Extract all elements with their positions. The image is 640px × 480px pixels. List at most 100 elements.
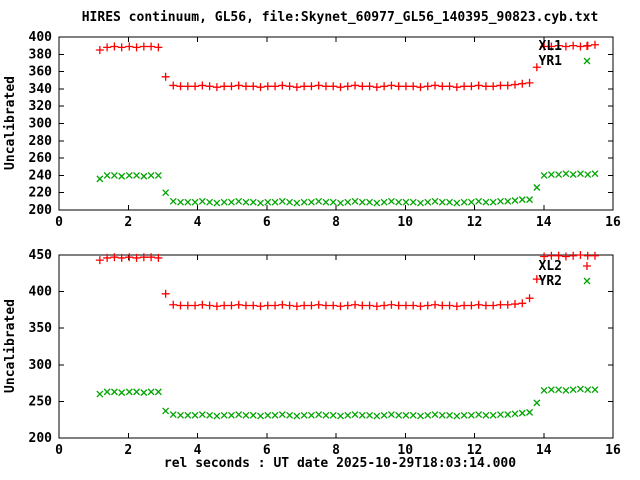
data-point-marker [343,82,352,91]
data-point-marker [329,82,338,91]
data-point-marker [162,189,170,197]
data-point-marker [394,82,403,91]
data-point-marker [395,411,403,419]
data-point-marker [584,386,592,394]
legend-marker-icon [583,42,591,50]
data-point-marker [438,198,446,206]
data-point-marker [452,83,461,92]
y-axis-label: Uncalibrated [3,299,18,393]
data-point-marker [133,388,141,396]
data-point-marker [540,42,549,51]
data-point-marker [380,82,389,91]
data-point-marker [358,82,367,91]
data-point-marker [198,411,206,419]
data-point-marker [438,301,447,310]
data-point-marker [446,198,454,206]
y-tick-label: 400 [29,285,53,300]
data-point-marker [474,300,483,309]
data-point-marker [220,198,228,206]
data-point-marker [293,412,301,420]
data-point-marker [431,411,439,419]
data-point-marker [205,301,214,310]
data-point-marker [184,198,192,206]
data-point-marker [169,81,178,90]
data-point-marker [518,79,527,88]
data-point-marker [569,41,578,50]
data-point-marker [387,197,395,205]
data-point-marker [140,172,148,180]
data-point-marker [263,82,272,91]
y-tick-label: 240 [29,168,53,183]
data-point-marker [198,197,206,205]
data-point-marker [533,399,541,407]
chart-title: HIRES continuum, GL56, file:Skynet_60977… [81,10,599,25]
data-point-marker [191,301,200,310]
data-point-marker [387,411,395,419]
data-point-marker [475,197,483,205]
x-tick-label: 6 [263,443,271,458]
data-point-marker [241,301,250,310]
y-tick-label: 350 [29,321,53,336]
data-point-marker [307,82,316,91]
data-point-marker [547,171,555,178]
data-point-marker [169,300,178,309]
x-tick-label: 10 [397,215,413,230]
data-point-marker [278,411,286,419]
data-point-marker [525,78,534,87]
data-point-marker [532,63,541,72]
data-point-marker [286,198,294,206]
data-point-marker [424,198,432,206]
data-point-marker [278,300,287,309]
data-point-marker [336,83,345,92]
data-point-marker [103,43,112,52]
data-point-marker [206,198,214,206]
legend-marker-icon [583,277,591,285]
data-point-marker [125,171,133,179]
data-point-marker [242,198,250,206]
data-point-marker [417,412,424,420]
data-point-marker [366,198,374,206]
data-point-marker [372,83,381,92]
data-point-marker [271,82,280,91]
y-tick-label: 300 [29,358,53,373]
data-point-marker [132,253,141,262]
data-point-marker [460,301,469,310]
data-point-marker [365,82,374,91]
data-point-marker [482,198,490,206]
data-point-marker [423,301,432,310]
data-point-marker [110,253,119,262]
data-point-marker [583,251,592,260]
data-point-marker [591,170,599,178]
data-point-marker [191,198,199,206]
data-point-marker [133,171,141,179]
data-point-marker [103,388,111,396]
data-point-marker [278,197,286,205]
data-point-marker [343,301,352,310]
data-point-marker [365,301,374,310]
data-point-marker [329,411,337,419]
x-tick-label: 14 [536,215,552,230]
data-point-marker [95,256,104,265]
x-tick-label: 14 [536,443,552,458]
data-point-marker [497,197,504,205]
data-point-marker [489,82,498,91]
data-point-marker [307,198,315,206]
data-point-marker [234,300,243,309]
y-tick-label: 220 [29,186,53,201]
x-tick-label: 6 [263,215,271,230]
data-point-marker [344,411,352,419]
data-point-marker [264,198,272,206]
data-point-marker [431,300,440,309]
data-point-marker [315,197,323,205]
x-tick-label: 4 [194,215,202,230]
data-point-marker [329,301,338,310]
y-tick-label: 360 [29,65,53,80]
data-point-marker [110,42,119,51]
data-point-marker [177,411,184,419]
data-point-marker [554,251,563,260]
series-XL1 [95,40,599,92]
data-point-marker [445,301,454,310]
data-point-marker [401,82,410,91]
data-point-marker [147,253,156,262]
data-point-marker [264,411,272,419]
